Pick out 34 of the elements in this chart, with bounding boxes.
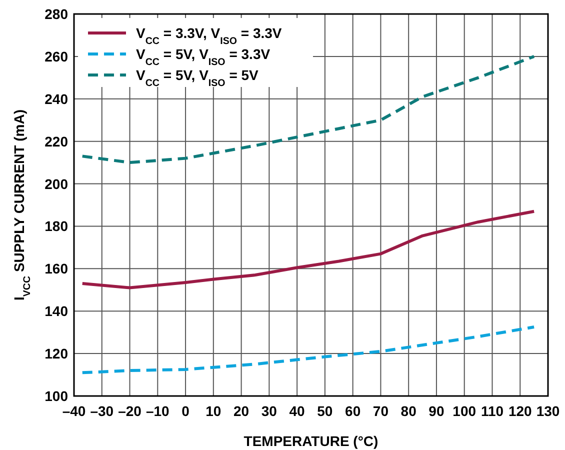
legend-label: V$_{CC}$ = 3.3V, V$_{ISO}$ = 3.3V [136,25,282,46]
line-series [80,210,536,290]
x-tick-label: 70 [372,403,389,419]
y-tick-label: 140 [44,303,68,320]
legend-label: V$_{CC}$ = 5V, V$_{ISO}$ = 5V [136,67,260,88]
y-tick-label: 160 [44,260,68,277]
y-tick-label: 260 [44,48,68,64]
y-tick-label: 200 [44,176,68,192]
x-axis-title: TEMPERATURE (°C) [244,433,378,449]
x-tick-label: 40 [289,403,306,419]
legend-label: V$_{CC}$ = 5V, V$_{ISO}$ = 3.3V [136,46,271,68]
x-tick-label: 60 [345,403,361,419]
x-tick-label: –30 [90,403,114,419]
x-tick-label: 110 [480,403,504,419]
x-tick-label: 130 [536,403,560,419]
x-tick-label: 120 [508,403,532,419]
y-tick-label: 280 [44,6,68,22]
x-tick-label: 50 [317,403,333,419]
y-tick-label: 240 [44,90,68,107]
x-tick-label: –20 [118,403,142,419]
y-tick-label: 220 [44,133,68,150]
x-tick-label: 90 [428,403,444,419]
y-tick-label: 180 [44,218,68,234]
x-tick-label: –10 [146,403,170,419]
y-tick-label: 100 [44,388,68,404]
y-tick-label: 120 [44,346,68,362]
x-tick-label: 30 [261,403,278,419]
x-tick-label: 100 [452,403,476,419]
x-tick-label: –40 [62,403,86,419]
x-tick-label: 10 [206,403,222,419]
x-tick-label: 80 [400,403,417,419]
x-tick-label: 0 [182,403,190,419]
x-tick-label: 20 [234,403,250,419]
line-series [80,326,536,374]
